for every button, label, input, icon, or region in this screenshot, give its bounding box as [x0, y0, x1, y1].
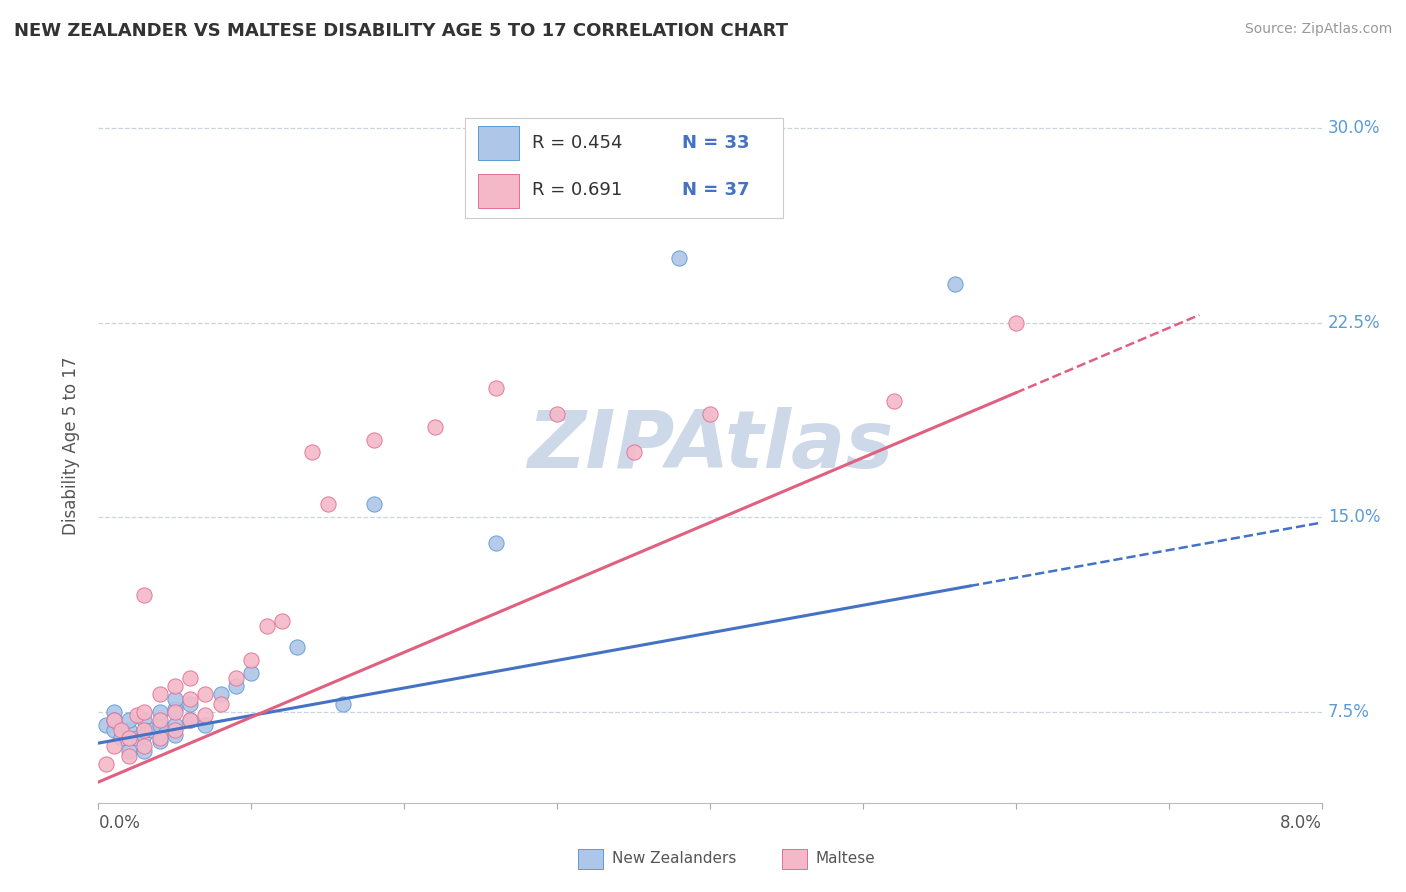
Point	[149, 731, 172, 745]
Point	[149, 718, 172, 732]
Point	[103, 713, 125, 727]
Point	[163, 705, 186, 719]
Point	[225, 679, 247, 693]
Point	[118, 744, 141, 758]
Point	[423, 419, 446, 434]
Point	[118, 723, 141, 738]
Text: ZIPAtlas: ZIPAtlas	[527, 407, 893, 485]
Point	[163, 718, 186, 732]
Point	[134, 739, 156, 753]
Text: 0.0%: 0.0%	[98, 814, 141, 831]
Point	[943, 277, 966, 291]
Point	[94, 718, 117, 732]
Point	[623, 445, 645, 459]
Text: NEW ZEALANDER VS MALTESE DISABILITY AGE 5 TO 17 CORRELATION CHART: NEW ZEALANDER VS MALTESE DISABILITY AGE …	[14, 22, 787, 40]
Point	[134, 705, 156, 719]
Point	[485, 381, 508, 395]
Point	[179, 713, 201, 727]
Point	[363, 433, 385, 447]
Point	[134, 744, 156, 758]
Point	[141, 723, 163, 738]
Point	[163, 679, 186, 693]
Text: 7.5%: 7.5%	[1327, 703, 1369, 721]
Point	[156, 723, 179, 738]
Point	[316, 497, 339, 511]
Text: R = 0.691: R = 0.691	[533, 181, 623, 199]
Point	[110, 731, 132, 745]
Point	[332, 697, 354, 711]
Point	[110, 723, 132, 738]
Text: New Zealanders: New Zealanders	[612, 852, 735, 866]
Point	[285, 640, 308, 654]
Point	[225, 671, 247, 685]
Point	[103, 723, 125, 738]
Point	[209, 687, 232, 701]
Point	[699, 407, 721, 421]
Point	[179, 692, 201, 706]
Text: N = 37: N = 37	[682, 181, 749, 199]
Text: 15.0%: 15.0%	[1327, 508, 1381, 526]
Point	[103, 739, 125, 753]
Point	[118, 731, 141, 745]
Point	[194, 707, 217, 722]
Point	[179, 713, 201, 727]
Text: Maltese: Maltese	[815, 852, 875, 866]
Point	[270, 614, 294, 628]
Point	[134, 713, 156, 727]
Point	[149, 713, 172, 727]
Point	[149, 733, 172, 747]
Point	[163, 702, 186, 716]
Text: 8.0%: 8.0%	[1279, 814, 1322, 831]
Point	[134, 728, 156, 742]
Point	[149, 687, 172, 701]
Point	[194, 718, 217, 732]
Point	[118, 749, 141, 764]
Point	[546, 407, 568, 421]
Point	[301, 445, 323, 459]
Point	[256, 619, 278, 633]
Point	[883, 393, 905, 408]
Bar	[478, 174, 519, 208]
Point	[125, 707, 148, 722]
Point	[94, 756, 117, 771]
Point	[179, 697, 201, 711]
Point	[163, 692, 186, 706]
Point	[240, 653, 263, 667]
Point	[1004, 316, 1026, 330]
Point	[163, 728, 186, 742]
Point	[240, 666, 263, 681]
Point	[125, 731, 148, 745]
Text: Source: ZipAtlas.com: Source: ZipAtlas.com	[1244, 22, 1392, 37]
Bar	[478, 126, 519, 160]
Point	[103, 705, 125, 719]
Point	[134, 723, 156, 738]
Point	[485, 536, 508, 550]
Point	[163, 723, 186, 738]
Point	[209, 697, 232, 711]
Point	[363, 497, 385, 511]
Text: N = 33: N = 33	[682, 134, 749, 152]
Point	[149, 705, 172, 719]
Point	[134, 588, 156, 602]
Point	[118, 713, 141, 727]
Point	[179, 671, 201, 685]
Point	[194, 687, 217, 701]
Text: R = 0.454: R = 0.454	[533, 134, 623, 152]
Text: 30.0%: 30.0%	[1327, 120, 1381, 137]
Point	[103, 713, 125, 727]
Point	[668, 251, 690, 265]
Y-axis label: Disability Age 5 to 17: Disability Age 5 to 17	[62, 357, 80, 535]
Text: 22.5%: 22.5%	[1327, 314, 1381, 332]
